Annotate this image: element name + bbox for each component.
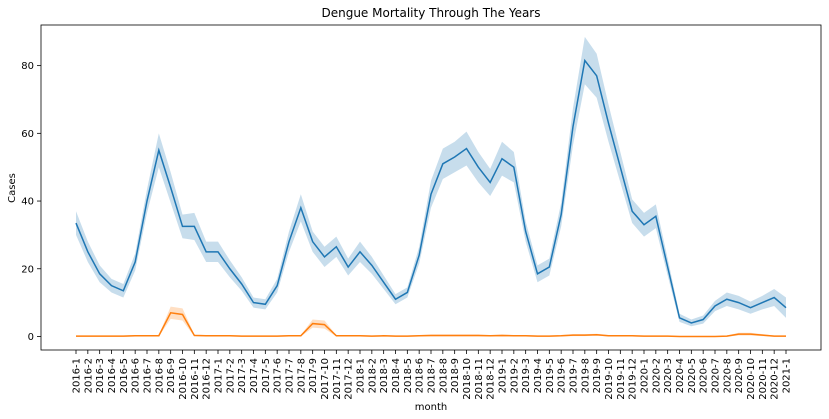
x-tick-label: 2018-9 bbox=[450, 358, 461, 393]
x-tick-label: 2020-8 bbox=[722, 358, 733, 393]
y-tick-label: 60 bbox=[21, 129, 34, 140]
y-axis-label: Cases bbox=[7, 173, 18, 203]
x-tick-label: 2016-4 bbox=[107, 358, 118, 393]
x-tick-label: 2020-4 bbox=[675, 358, 686, 393]
y-axis: 0 20 40 60 80 bbox=[21, 61, 41, 343]
x-tick-label: 2019-2 bbox=[509, 358, 520, 393]
x-tick-label: 2018-6 bbox=[415, 358, 426, 393]
series-lines bbox=[75, 58, 787, 338]
x-tick-label: 2018-5 bbox=[403, 358, 414, 393]
y-tick-label: 0 bbox=[28, 332, 34, 343]
x-tick-label: 2018-7 bbox=[427, 358, 438, 393]
x-tick-label: 2018-3 bbox=[379, 358, 390, 393]
x-tick-label: 2017-9 bbox=[308, 358, 319, 393]
x-tick-label: 2020-1 bbox=[640, 358, 651, 393]
x-axis: 2016-1 2016-2 2016-3 2016-4 2016-5 2016-6 2016… bbox=[72, 350, 793, 400]
x-tick-label: 2018-1 bbox=[356, 358, 367, 393]
x-tick-label: 2017-1 bbox=[214, 358, 225, 393]
x-tick-label: 2018-4 bbox=[391, 358, 402, 393]
series-1-line bbox=[75, 58, 787, 324]
x-tick-label: 2019-6 bbox=[557, 358, 568, 393]
x-tick-label: 2017-10 bbox=[320, 358, 331, 400]
x-tick-label: 2020-9 bbox=[734, 358, 745, 393]
x-tick-label: 2016-11 bbox=[190, 358, 201, 400]
x-tick-label: 2020-2 bbox=[651, 358, 662, 393]
x-tick-label: 2018-11 bbox=[474, 358, 485, 400]
confidence-bands bbox=[76, 36, 786, 337]
x-tick-label: 2019-11 bbox=[616, 358, 627, 400]
x-tick-label: 2019-7 bbox=[569, 358, 580, 393]
x-tick-label: 2017-8 bbox=[296, 358, 307, 393]
x-tick-label: 2017-2 bbox=[225, 358, 236, 393]
x-tick-label: 2017-12 bbox=[344, 358, 355, 400]
x-tick-label: 2016-10 bbox=[178, 358, 189, 400]
x-tick-label: 2019-10 bbox=[604, 358, 615, 400]
series-2-line bbox=[76, 311, 786, 338]
x-tick-label: 2017-4 bbox=[249, 358, 260, 393]
x-tick-label: 2020-3 bbox=[663, 358, 674, 393]
x-tick-label: 2016-2 bbox=[83, 358, 94, 393]
x-tick-label: 2019-5 bbox=[545, 358, 556, 393]
x-tick-label: 2018-2 bbox=[367, 358, 378, 393]
x-tick-label: 2020-6 bbox=[699, 358, 710, 393]
x-tick-label: 2018-10 bbox=[462, 358, 473, 400]
y-tick-label: 40 bbox=[21, 197, 34, 208]
x-tick-label: 2019-9 bbox=[592, 358, 603, 393]
x-tick-label: 2016-3 bbox=[95, 358, 106, 393]
x-tick-label: 2019-3 bbox=[521, 358, 532, 393]
y-tick-label: 80 bbox=[21, 61, 34, 72]
x-tick-label: 2018-8 bbox=[438, 358, 449, 393]
chart-title: Dengue Mortality Through The Years bbox=[321, 6, 540, 20]
x-tick-label: 2019-8 bbox=[580, 358, 591, 393]
x-tick-label: 2016-12 bbox=[202, 358, 213, 400]
x-tick-label: 2016-7 bbox=[143, 358, 154, 393]
x-tick-label: 2020-11 bbox=[758, 358, 769, 400]
x-tick-label: 2019-12 bbox=[628, 358, 639, 400]
x-tick-label: 2016-8 bbox=[154, 358, 165, 393]
x-tick-label: 2019-4 bbox=[533, 358, 544, 393]
x-tick-label: 2020-12 bbox=[770, 358, 781, 400]
x-tick-label: 2017-7 bbox=[285, 358, 296, 393]
x-tick-label: 2016-6 bbox=[131, 358, 142, 393]
x-tick-label: 2016-5 bbox=[119, 358, 130, 393]
x-tick-label: 2020-7 bbox=[711, 358, 722, 393]
x-tick-label: 2018-12 bbox=[486, 358, 497, 400]
series-1-confidence-band bbox=[76, 36, 786, 327]
x-tick-label: 2019-1 bbox=[498, 358, 509, 393]
x-tick-label: 2017-3 bbox=[237, 358, 248, 393]
x-tick-label: 2017-6 bbox=[273, 358, 284, 393]
x-tick-label: 2017-11 bbox=[332, 358, 343, 400]
x-tick-label: 2021-1 bbox=[782, 358, 793, 393]
y-tick-label: 20 bbox=[21, 264, 34, 275]
x-tick-label: 2016-1 bbox=[72, 358, 83, 393]
x-axis-label: month bbox=[415, 402, 447, 413]
x-tick-label: 2020-10 bbox=[746, 358, 757, 400]
x-tick-label: 2017-5 bbox=[261, 358, 272, 393]
x-tick-label: 2020-5 bbox=[687, 358, 698, 393]
x-tick-label: 2016-9 bbox=[166, 358, 177, 393]
